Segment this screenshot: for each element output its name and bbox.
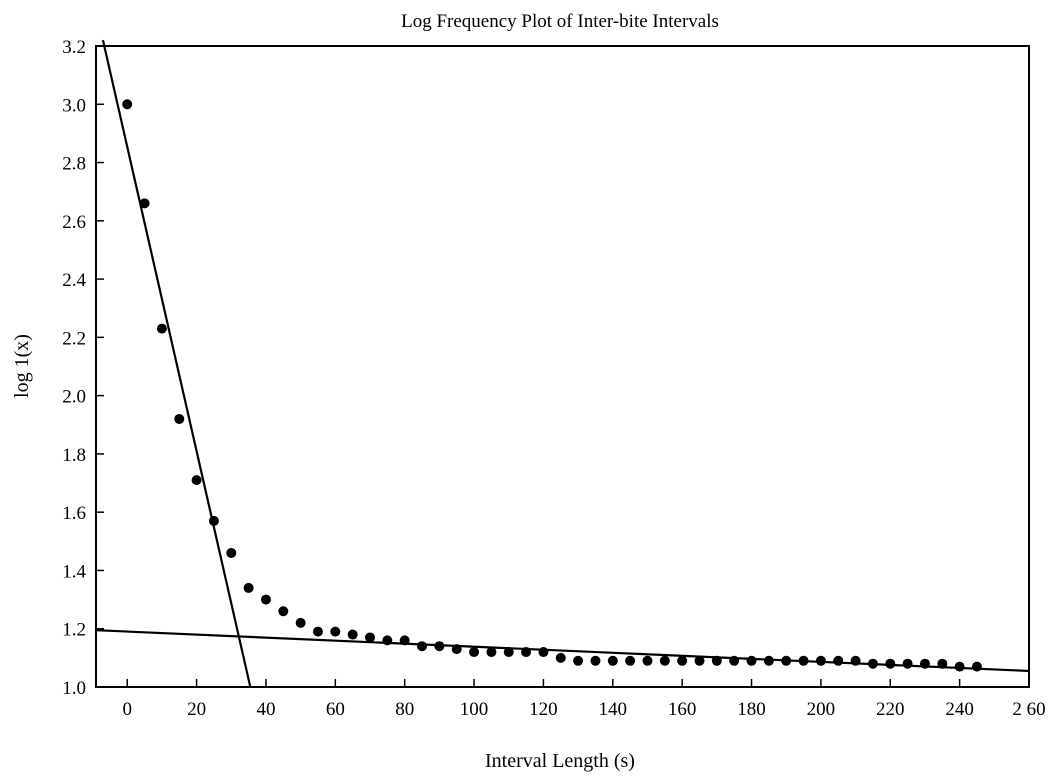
data-point <box>347 629 358 640</box>
data-point <box>763 655 774 666</box>
y-tick-label: 2.0 <box>62 387 86 408</box>
y-tick-label: 1.6 <box>62 503 86 524</box>
x-tick-label: 60 <box>326 699 345 720</box>
data-point <box>867 658 878 669</box>
data-point <box>902 658 913 669</box>
data-point <box>260 594 271 605</box>
y-tick-label: 3.0 <box>62 95 86 116</box>
y-tick-label: 1.8 <box>62 445 86 466</box>
data-point <box>312 626 323 637</box>
data-point <box>156 323 167 334</box>
y-tick-label: 2.2 <box>62 328 86 349</box>
x-tick-label: 140 <box>599 699 628 720</box>
data-point <box>191 475 202 486</box>
data-point <box>937 658 948 669</box>
data-point <box>365 632 376 643</box>
data-point <box>625 655 636 666</box>
x-tick-label: 100 <box>460 699 489 720</box>
data-point <box>573 655 584 666</box>
data-point <box>174 413 185 424</box>
data-point <box>746 655 757 666</box>
x-axis-label: Interval Length (s) <box>485 750 635 772</box>
data-point <box>434 641 445 652</box>
data-point <box>781 655 792 666</box>
data-point <box>538 647 549 658</box>
data-point <box>243 582 254 593</box>
data-point <box>885 658 896 669</box>
fit-line <box>101 39 252 688</box>
data-point <box>382 635 393 646</box>
data-point <box>729 655 740 666</box>
data-point <box>451 644 462 655</box>
y-axis-label: log 1(x) <box>11 334 33 398</box>
y-tick-label: 1.4 <box>62 561 86 582</box>
data-points <box>122 99 982 672</box>
y-tick-label: 1.0 <box>62 678 86 699</box>
x-tick-label: 80 <box>395 699 414 720</box>
data-point <box>208 515 219 526</box>
data-point <box>798 655 809 666</box>
x-tick-label: 2 60 <box>1012 699 1045 720</box>
data-point <box>226 547 237 558</box>
x-tick-label: 40 <box>256 699 275 720</box>
data-point <box>694 655 705 666</box>
data-point <box>659 655 670 666</box>
data-point <box>139 198 150 209</box>
data-point <box>850 655 861 666</box>
data-point <box>642 655 653 666</box>
x-tick-label: 20 <box>187 699 206 720</box>
chart-title: Log Frequency Plot of Inter-bite Interva… <box>401 11 719 32</box>
x-tick-label: 160 <box>668 699 697 720</box>
plot-frame <box>95 45 1030 688</box>
data-point <box>486 647 497 658</box>
data-point <box>469 647 480 658</box>
x-tick-label: 120 <box>529 699 558 720</box>
x-axis: 0 20 40 60 80 100 120 140 160 180 200 220 240 2 60 <box>122 679 1046 720</box>
x-tick-label: 180 <box>737 699 766 720</box>
data-point <box>555 652 566 663</box>
y-tick-label: 2.8 <box>62 154 86 175</box>
x-tick-label: 240 <box>945 699 974 720</box>
data-point <box>521 647 532 658</box>
y-tick-label: 2.4 <box>62 270 86 291</box>
fit-lines <box>95 39 1030 688</box>
data-point <box>711 655 722 666</box>
data-point <box>954 661 965 672</box>
x-tick-label: 0 <box>122 699 132 720</box>
x-tick-label: 220 <box>876 699 905 720</box>
data-point <box>503 647 514 658</box>
data-point <box>919 658 930 669</box>
data-point <box>417 641 428 652</box>
data-point <box>399 635 410 646</box>
y-tick-label: 2.6 <box>62 212 86 233</box>
data-point <box>278 606 289 617</box>
y-tick-label: 3.2 <box>62 37 86 58</box>
y-axis: 1.0 1.2 1.4 1.6 1.8 2.0 2.2 2.4 2.6 2.8 3.0 3.2 <box>62 37 104 699</box>
data-point <box>833 655 844 666</box>
data-point <box>815 655 826 666</box>
data-point <box>677 655 688 666</box>
data-point <box>607 655 618 666</box>
data-point <box>295 617 306 628</box>
x-tick-label: 200 <box>807 699 836 720</box>
data-point <box>330 626 341 637</box>
data-point <box>590 655 601 666</box>
data-point <box>122 99 133 110</box>
data-point <box>971 661 982 672</box>
y-tick-label: 1.2 <box>62 620 86 641</box>
